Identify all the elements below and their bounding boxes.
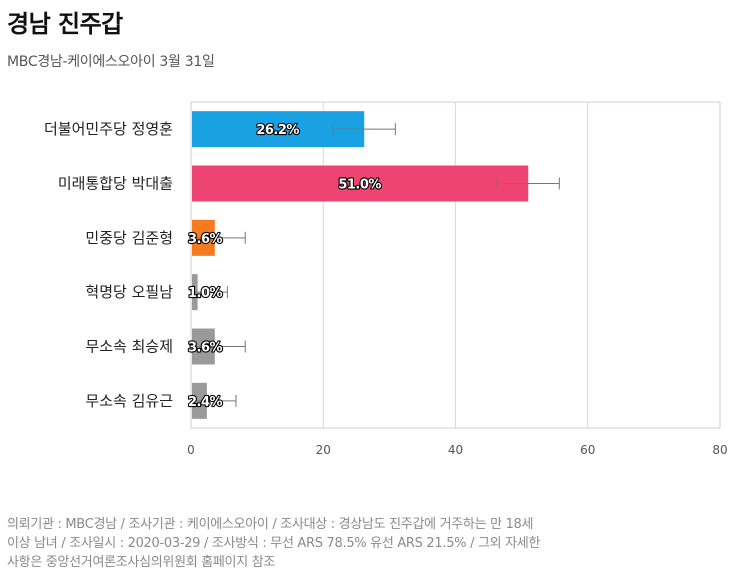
category-label: 미래통합당 박대출 [58, 175, 173, 193]
footnote-line-1: 의뢰기관 : MBC경남 / 조사기관 : 케이에스오아이 / 조사대상 : 경… [7, 517, 534, 532]
category-label: 혁명당 오필남 [85, 283, 173, 301]
survey-footnote: 의뢰기관 : MBC경남 / 조사기관 : 케이에스오아이 / 조사대상 : 경… [7, 515, 707, 572]
chart-subtitle: MBC경남-케이에스오아이 3월 31일 [7, 54, 215, 70]
chart-title: 경남 진주갑 [7, 10, 123, 38]
footnote-line-2: 이상 남녀 / 조사일시 : 2020-03-29 / 조사방식 : 무선 AR… [7, 536, 541, 551]
value-label: 26.2% [256, 123, 299, 138]
value-label: 3.6% [188, 341, 223, 356]
value-label: 2.4% [188, 395, 223, 410]
footnote-line-3: 사항은 중앙선거여론조사심의위원회 홈페이지 참조 [7, 555, 276, 570]
value-label: 51.0% [338, 178, 381, 193]
value-label: 3.6% [188, 232, 223, 247]
x-tick-label: 40 [448, 443, 463, 457]
bar [192, 165, 529, 202]
category-label: 무소속 최승제 [85, 338, 173, 356]
x-tick-label: 60 [580, 443, 595, 457]
x-tick-label: 80 [712, 443, 727, 457]
x-tick-label: 20 [316, 443, 331, 457]
x-tick-label: 0 [187, 443, 195, 457]
poll-bar-chart: 0 20 40 60 80 더불어민주당 정영훈 26.2% 미래통합당 박대출 51.0% 민중… [44, 101, 728, 457]
plot-frame [190, 101, 721, 429]
category-label: 민중당 김준형 [85, 229, 173, 247]
category-label: 무소속 김유근 [85, 392, 173, 410]
category-label: 더불어민주당 정영훈 [44, 120, 173, 138]
value-label: 1.0% [188, 286, 223, 301]
